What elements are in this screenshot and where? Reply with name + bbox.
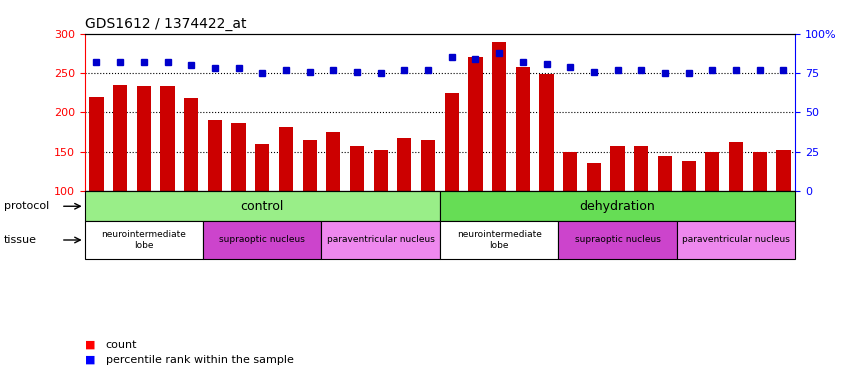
- Bar: [255, 144, 269, 191]
- Bar: [516, 67, 530, 191]
- Bar: [706, 152, 719, 191]
- Bar: [85, 191, 440, 221]
- Bar: [777, 150, 790, 191]
- Bar: [184, 98, 198, 191]
- Bar: [677, 221, 795, 259]
- Bar: [327, 132, 340, 191]
- Bar: [303, 140, 316, 191]
- Bar: [350, 146, 364, 191]
- Bar: [587, 163, 601, 191]
- Bar: [611, 146, 624, 191]
- Text: protocol: protocol: [4, 201, 49, 211]
- Bar: [445, 93, 459, 191]
- Bar: [469, 57, 482, 191]
- Bar: [634, 146, 648, 191]
- Bar: [421, 140, 435, 191]
- Bar: [208, 120, 222, 191]
- Text: tissue: tissue: [4, 235, 37, 245]
- Bar: [658, 156, 672, 191]
- Text: control: control: [240, 200, 284, 213]
- Bar: [398, 138, 411, 191]
- Bar: [492, 42, 506, 191]
- Bar: [85, 221, 203, 259]
- Text: paraventricular nucleus: paraventricular nucleus: [327, 236, 435, 244]
- Bar: [113, 85, 127, 191]
- Bar: [374, 150, 387, 191]
- Bar: [729, 142, 743, 191]
- Bar: [203, 221, 321, 259]
- Text: ■: ■: [85, 340, 95, 350]
- Bar: [90, 97, 103, 191]
- Text: percentile rank within the sample: percentile rank within the sample: [106, 355, 294, 365]
- Text: count: count: [106, 340, 137, 350]
- Bar: [540, 74, 553, 191]
- Bar: [137, 86, 151, 191]
- Bar: [279, 128, 293, 191]
- Text: supraoptic nucleus: supraoptic nucleus: [574, 236, 661, 244]
- Bar: [682, 161, 695, 191]
- Bar: [753, 152, 766, 191]
- Bar: [440, 221, 558, 259]
- Bar: [563, 152, 577, 191]
- Text: GDS1612 / 1374422_at: GDS1612 / 1374422_at: [85, 17, 246, 32]
- Bar: [440, 191, 795, 221]
- Bar: [321, 221, 440, 259]
- Bar: [161, 86, 174, 191]
- Bar: [558, 221, 677, 259]
- Text: paraventricular nucleus: paraventricular nucleus: [682, 236, 790, 244]
- Text: supraoptic nucleus: supraoptic nucleus: [219, 236, 305, 244]
- Text: neurointermediate
lobe: neurointermediate lobe: [102, 230, 186, 250]
- Text: neurointermediate
lobe: neurointermediate lobe: [457, 230, 541, 250]
- Text: ■: ■: [85, 355, 95, 365]
- Text: dehydration: dehydration: [580, 200, 656, 213]
- Bar: [232, 123, 245, 191]
